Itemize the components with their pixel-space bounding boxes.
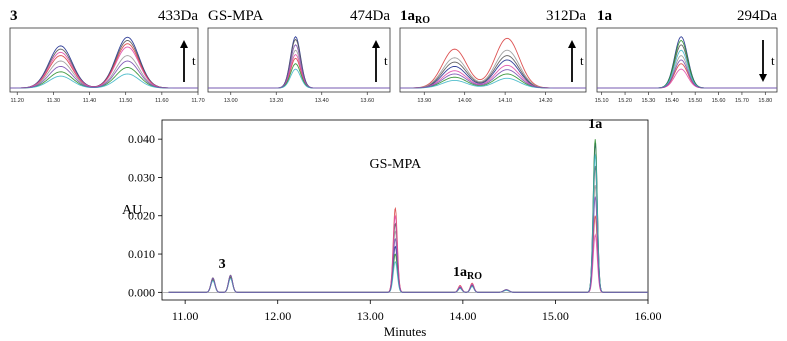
main-trace-3: [168, 206, 648, 293]
main-trace-8: [168, 196, 648, 293]
inset-1aro-title: 1aRO: [400, 8, 430, 26]
inset-3-xtick-label: 11.70: [191, 98, 204, 104]
inset-1aro-time-arrowhead: [568, 40, 576, 48]
x-tick-label: 11.00: [172, 309, 199, 323]
inset-1a-trace-8: [597, 59, 777, 89]
inset-1aro-arrow-label: t: [580, 53, 584, 68]
inset-gs-mpa-xtick-label: 13.40: [315, 98, 329, 104]
inset-1aro-title-text: 1a: [400, 8, 416, 24]
inset-gs-mpa-xtick-label: 13.60: [360, 98, 374, 104]
inset-1a-mass-label: 294Da: [737, 8, 777, 24]
peak-label: 1a: [588, 117, 602, 132]
inset-1a-xtick-label: 15.20: [618, 98, 632, 104]
inset-gs-mpa-title-text: GS-MPA: [208, 8, 263, 24]
inset-1a-xtick-label: 15.70: [735, 98, 749, 104]
y-axis-label: AU: [122, 203, 142, 218]
inset-1aro-title-subscript: RO: [415, 15, 430, 26]
inset-3-mass-label: 433Da: [158, 8, 198, 24]
inset-1a-xtick-label: 15.80: [758, 98, 772, 104]
inset-1aro-frame: [399, 27, 587, 93]
x-axis-label: Minutes: [384, 324, 427, 339]
inset-1aro-xtick-label: 14.10: [498, 98, 512, 104]
inset-3-arrow-label: t: [192, 53, 196, 68]
inset-gs-mpa-xtick-label: 13.00: [224, 98, 238, 104]
inset-1a-title-text: 1a: [597, 8, 613, 24]
inset-1a-arrow-label: t: [771, 53, 775, 68]
inset-3-xtick-label: 11.30: [47, 98, 60, 104]
inset-1a-xtick-label: 15.50: [688, 98, 702, 104]
peak-label: 3: [219, 257, 226, 272]
inset-1aro: 1aRO 312Da 13.90 14.00 14.10 14.20 t: [399, 8, 587, 104]
inset-3-xtick-label: 11.20: [11, 98, 24, 104]
peak-label-text: 1a: [453, 265, 467, 280]
inset-gs-mpa-xtick-label: 13.20: [269, 98, 283, 104]
peak-label-text: 1a: [588, 117, 602, 132]
peak-label: GS-MPA: [369, 157, 422, 172]
y-tick-label: 0.000: [128, 285, 155, 299]
y-tick-label: 0.020: [128, 209, 155, 223]
inset-1a: 1a 294Da 15.10 15.20 15.30 15.40 15.50 15.60 15.…: [595, 8, 778, 104]
peak-label-text: 3: [219, 257, 226, 272]
inset-gs-mpa-trace-8: [208, 44, 390, 89]
x-tick-label: 14.00: [449, 309, 476, 323]
inset-1a-title: 1a: [597, 8, 613, 24]
y-tick-label: 0.040: [128, 132, 155, 146]
main-chart: 0.000 0.010 0.020 0.030 0.040 11.00 12.00 13.00…: [122, 117, 662, 339]
main-trace-4: [168, 185, 648, 293]
inset-gs-mpa-time-arrowhead: [372, 40, 380, 48]
inset-1aro-xtick-label: 13.90: [417, 98, 431, 104]
inset-1aro-mass-label: 312Da: [546, 8, 586, 24]
main-plot-frame: [161, 119, 649, 301]
inset-1a-xtick-label: 15.10: [595, 98, 609, 104]
peak-label: 1aRO: [453, 265, 482, 282]
inset-gs-mpa: GS-MPA 474Da 13.00 13.20 13.40 13.60 t: [207, 8, 391, 104]
inset-1a-xtick-label: 15.40: [665, 98, 679, 104]
inset-1a-xtick-label: 15.60: [712, 98, 726, 104]
main-trace-2: [168, 165, 648, 293]
x-tick-label: 15.00: [542, 309, 569, 323]
inset-3-time-arrowhead: [180, 40, 188, 48]
inset-1aro-xtick-label: 14.20: [539, 98, 553, 104]
y-tick-label: 0.030: [128, 170, 155, 184]
x-tick-label: 16.00: [635, 309, 662, 323]
inset-1a-time-arrowhead: [759, 74, 767, 82]
inset-1aro-xtick-label: 14.00: [458, 98, 472, 104]
inset-3-title: 3: [10, 8, 18, 24]
x-tick-label: 13.00: [357, 309, 384, 323]
peak-label-subscript: RO: [467, 271, 482, 282]
inset-3-xtick-label: 11.50: [119, 98, 132, 104]
inset-3-trace-8: [10, 60, 198, 89]
main-trace-7: [168, 154, 648, 293]
inset-1aro-trace-8: [400, 69, 586, 89]
main-trace-5: [168, 214, 648, 293]
inset-3-xtick-label: 11.40: [83, 98, 96, 104]
inset-3: 3 433Da 11.20 11.30 11.40 11.50 11.60 11.70 t: [9, 8, 205, 104]
inset-gs-mpa-mass-label: 474Da: [350, 8, 390, 24]
inset-3-title-text: 3: [10, 8, 18, 24]
peak-label-text: GS-MPA: [369, 157, 422, 172]
inset-gs-mpa-arrow-label: t: [384, 53, 388, 68]
inset-1a-xtick-label: 15.30: [642, 98, 656, 104]
x-tick-label: 12.00: [264, 309, 291, 323]
y-tick-label: 0.010: [128, 247, 155, 261]
inset-3-xtick-label: 11.60: [155, 98, 168, 104]
inset-gs-mpa-title: GS-MPA: [208, 8, 263, 24]
